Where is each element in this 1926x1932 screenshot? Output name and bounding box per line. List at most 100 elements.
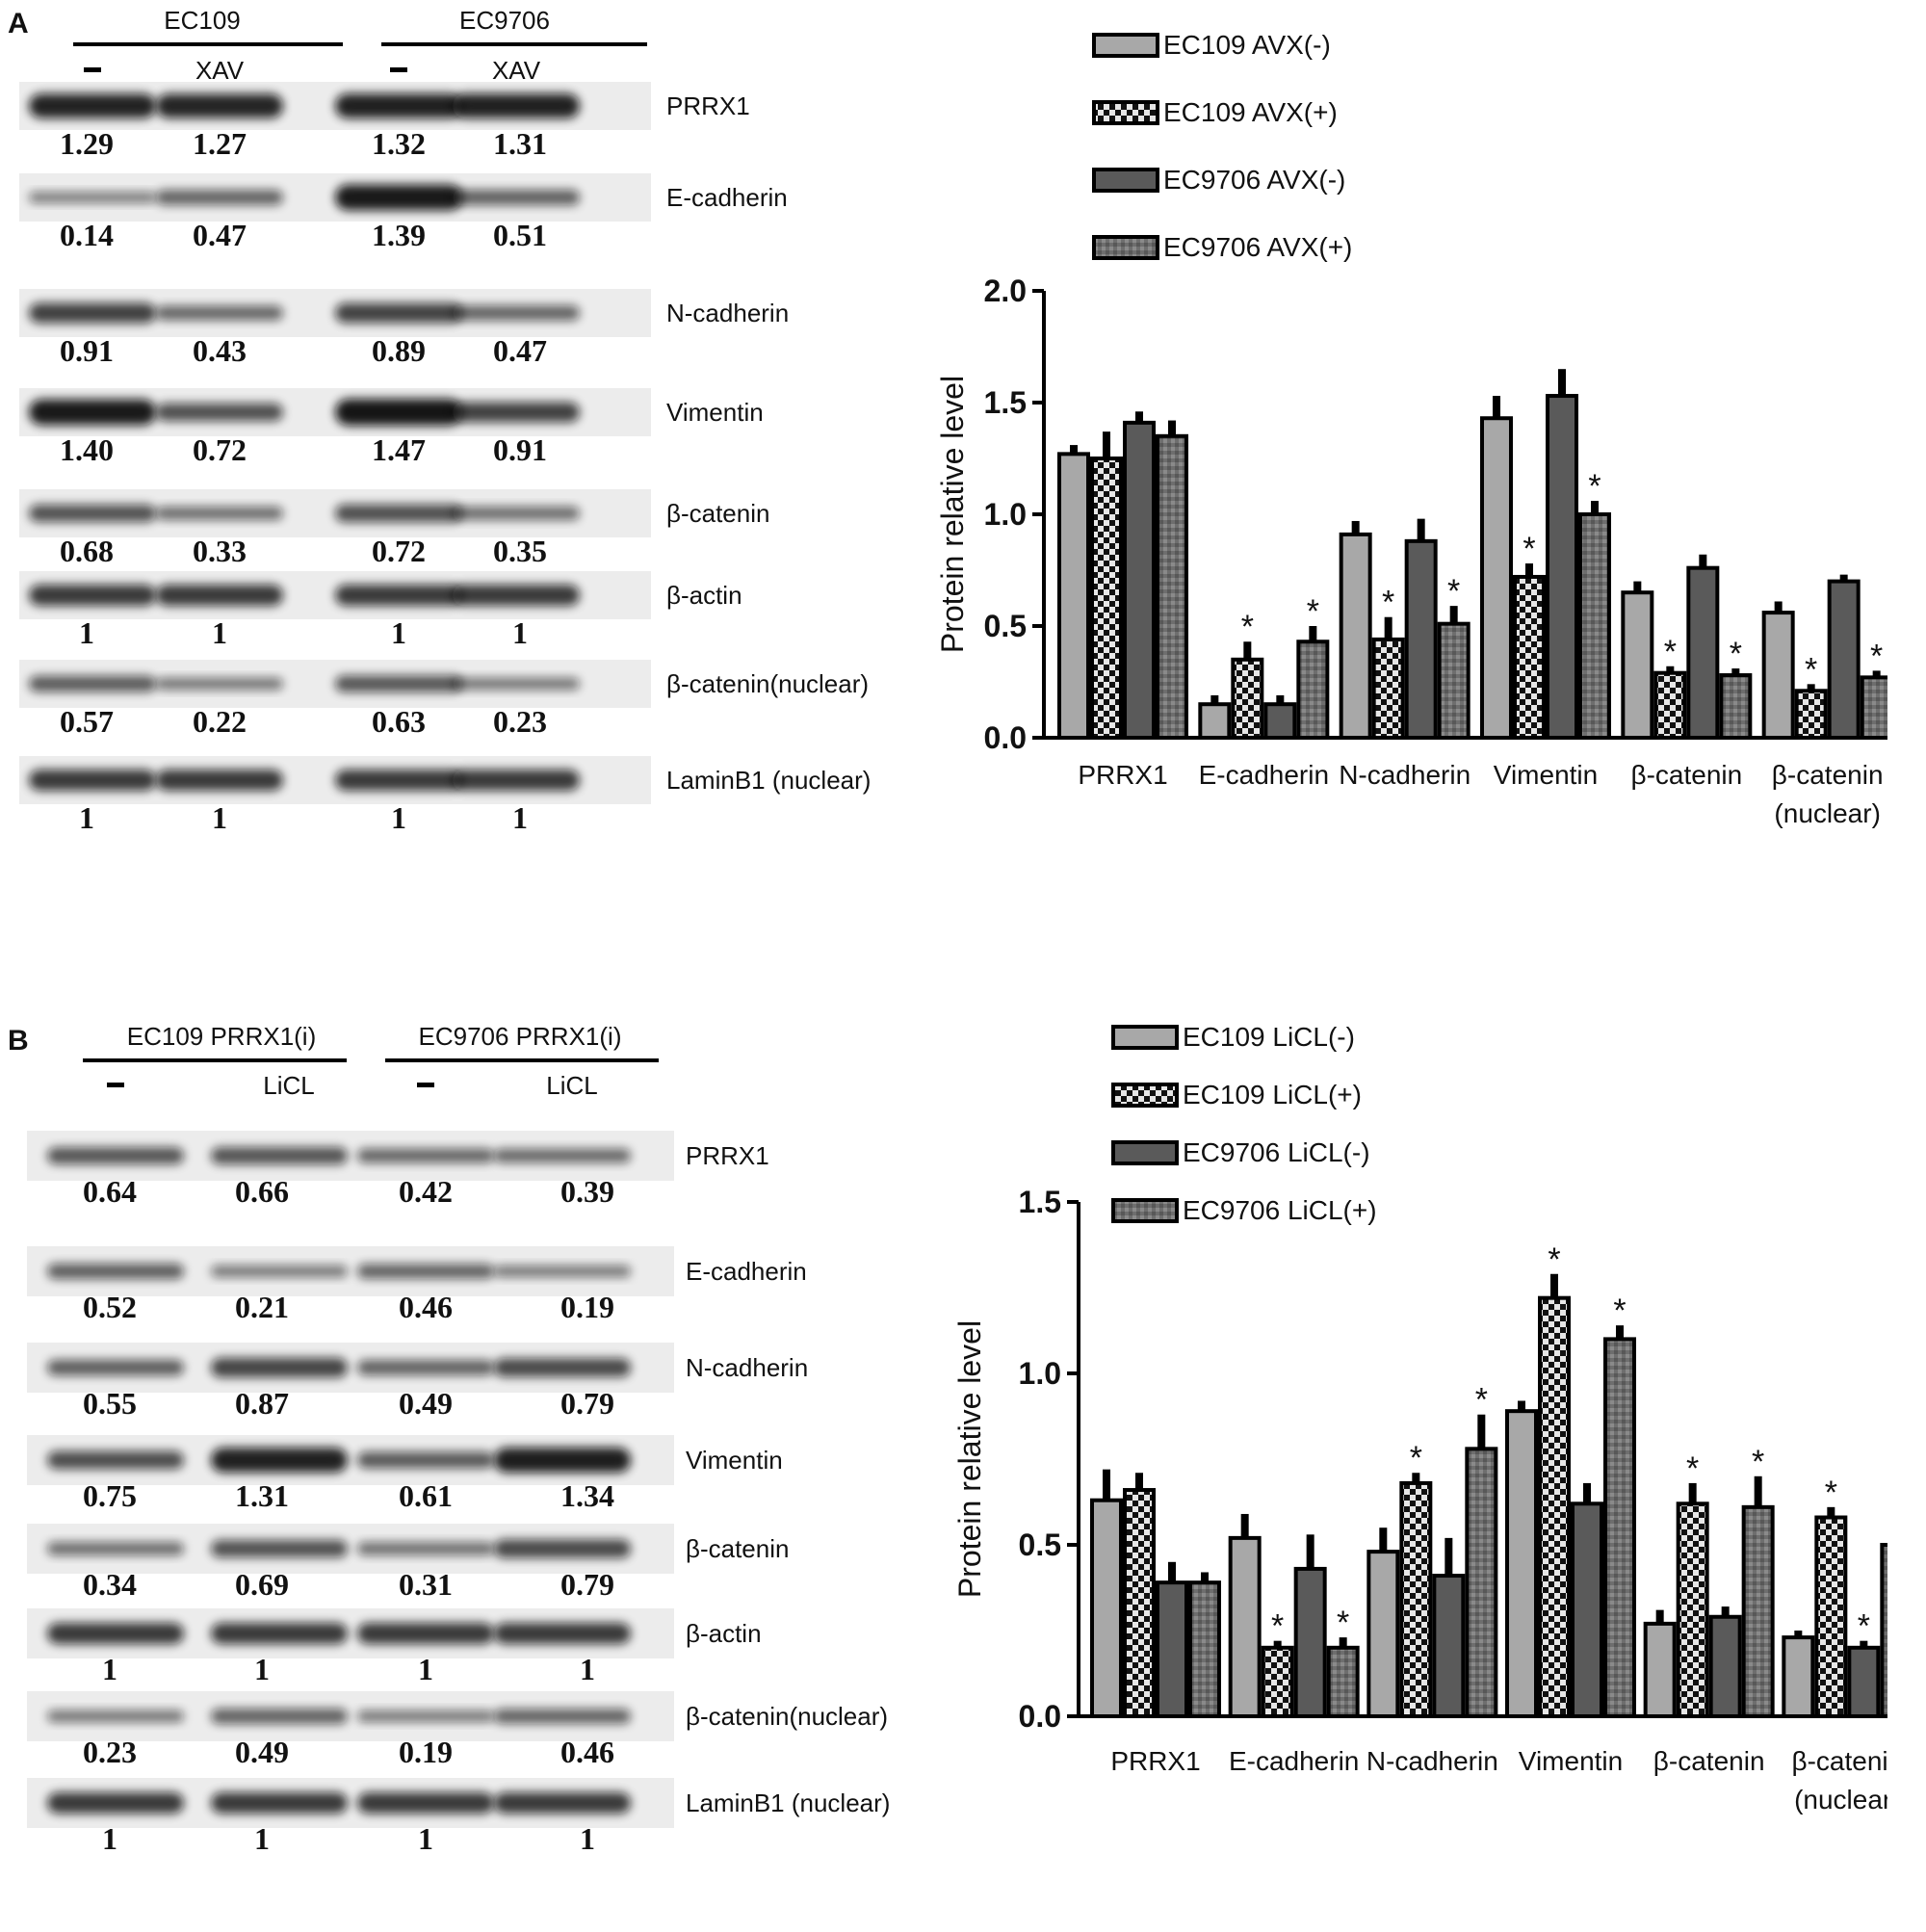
band-value: 1 xyxy=(79,615,94,650)
protein-label: LaminB1 (nuclear) xyxy=(666,766,871,795)
band-value: 0.57 xyxy=(60,704,114,739)
protein-band xyxy=(47,1147,184,1164)
minus-sign xyxy=(417,1083,434,1087)
error-bar xyxy=(1550,1273,1558,1300)
x-tick-label: PRRX1 xyxy=(1078,760,1167,790)
condition-label: XAV xyxy=(195,56,245,85)
y-tick-label: 2.0 xyxy=(984,274,1027,308)
x-tick-label: N-cadherin xyxy=(1366,1746,1498,1776)
error-bar xyxy=(1444,1537,1453,1579)
protein-band xyxy=(335,770,462,791)
x-tick-label: (nuclear) xyxy=(1794,1785,1887,1815)
band-value: 0.47 xyxy=(193,218,247,252)
legend-label: EC9706 LiCL(+) xyxy=(1183,1195,1377,1225)
x-tick-label: E-cadherin xyxy=(1199,760,1329,790)
significance-marker: * xyxy=(1523,531,1535,567)
error-bar xyxy=(1518,1400,1525,1414)
protein-band xyxy=(29,770,156,791)
panel-letter: A xyxy=(8,8,29,39)
error-bar xyxy=(1827,1506,1835,1520)
band-value: 0.21 xyxy=(235,1290,289,1324)
band-value: 1.27 xyxy=(193,126,247,161)
protein-label: β-catenin(nuclear) xyxy=(686,1702,888,1731)
bar xyxy=(1513,574,1546,741)
significance-marker: * xyxy=(1730,636,1742,672)
error-bar xyxy=(1379,1527,1388,1554)
error-bar xyxy=(1306,1534,1314,1571)
bar xyxy=(1263,702,1297,741)
legend-swatch xyxy=(1092,168,1159,193)
bar xyxy=(1090,1498,1123,1718)
protein-band xyxy=(357,1360,494,1375)
legend-swatch xyxy=(1111,1083,1179,1108)
panel-b: B EC109 PRRX1(i) EC9706 PRRX1(i) LiCL LiCL 0.… xyxy=(0,992,1926,1932)
y-tick-label: 1.0 xyxy=(1019,1356,1061,1391)
y-tick-label: 1.5 xyxy=(1019,1185,1061,1219)
legend-swatch xyxy=(1111,1025,1179,1050)
error-bar xyxy=(1688,1482,1697,1506)
band-value: 0.72 xyxy=(372,534,426,568)
significance-marker: * xyxy=(1805,651,1817,688)
band-value: 1.31 xyxy=(493,126,547,161)
error-bar xyxy=(1477,1414,1486,1451)
bar xyxy=(1571,1501,1603,1719)
protein-band xyxy=(357,1542,494,1555)
bar xyxy=(1794,689,1828,741)
bar xyxy=(1296,640,1330,740)
legend-label: EC109 AVX(-) xyxy=(1163,30,1331,60)
x-tick-label: N-cadherin xyxy=(1339,760,1471,790)
protein-label: β-actin xyxy=(666,581,742,610)
protein-band xyxy=(47,1263,184,1280)
bar xyxy=(1782,1635,1815,1718)
bar xyxy=(1741,1504,1775,1719)
band-value: 1.34 xyxy=(560,1478,614,1513)
bar xyxy=(1880,1543,1887,1718)
bar xyxy=(1643,1621,1677,1719)
error-bar xyxy=(1168,1561,1176,1585)
protein-label: LaminB1 (nuclear) xyxy=(686,1788,890,1817)
band-value: 0.23 xyxy=(493,704,547,739)
bar xyxy=(1339,532,1372,740)
protein-band xyxy=(453,189,580,206)
significance-marker: * xyxy=(1382,585,1394,621)
protein-band xyxy=(335,184,462,211)
band-value: 0.61 xyxy=(399,1478,453,1513)
significance-marker: * xyxy=(1870,638,1883,674)
protein-band xyxy=(494,1792,631,1814)
band-value: 1 xyxy=(512,615,528,650)
protein-band xyxy=(335,399,462,426)
protein-band xyxy=(29,192,156,203)
legend-swatch xyxy=(1092,100,1159,125)
protein-label: β-catenin(nuclear) xyxy=(666,669,869,698)
x-tick-label: Vimentin xyxy=(1494,760,1598,790)
legend-label: EC109 LiCL(+) xyxy=(1183,1080,1362,1110)
protein-band xyxy=(211,1623,348,1644)
protein-band xyxy=(453,677,580,691)
x-tick-label: β-catenin xyxy=(1791,1746,1887,1776)
band-value: 1 xyxy=(580,1652,595,1686)
band-value: 1.29 xyxy=(60,126,114,161)
band-value: 0.87 xyxy=(235,1386,289,1421)
protein-band xyxy=(335,504,462,523)
protein-band xyxy=(47,1450,184,1470)
significance-marker: * xyxy=(1825,1475,1837,1511)
protein-band xyxy=(453,585,580,606)
band-value: 0.66 xyxy=(235,1174,289,1209)
legend-swatch xyxy=(1092,33,1159,58)
legend-label: EC9706 LiCL(-) xyxy=(1183,1137,1370,1167)
protein-band xyxy=(156,770,283,791)
y-tick-label: 0.0 xyxy=(1019,1699,1061,1734)
error-bar xyxy=(1201,1572,1209,1585)
group-label: EC109 xyxy=(164,6,241,35)
protein-band xyxy=(47,1710,184,1723)
band-value: 0.43 xyxy=(193,333,247,368)
bar xyxy=(1228,1535,1262,1718)
error-bar xyxy=(1558,369,1566,399)
protein-label: E-cadherin xyxy=(666,183,788,212)
group-label: EC9706 xyxy=(459,6,550,35)
protein-band xyxy=(47,1623,184,1644)
protein-band xyxy=(357,1264,494,1279)
bar xyxy=(1686,565,1720,740)
significance-marker: * xyxy=(1588,468,1601,505)
bar-chart-a: 0.0 0.5 1.0 1.5 2.0 Protein relative level * * *… xyxy=(935,30,1887,828)
